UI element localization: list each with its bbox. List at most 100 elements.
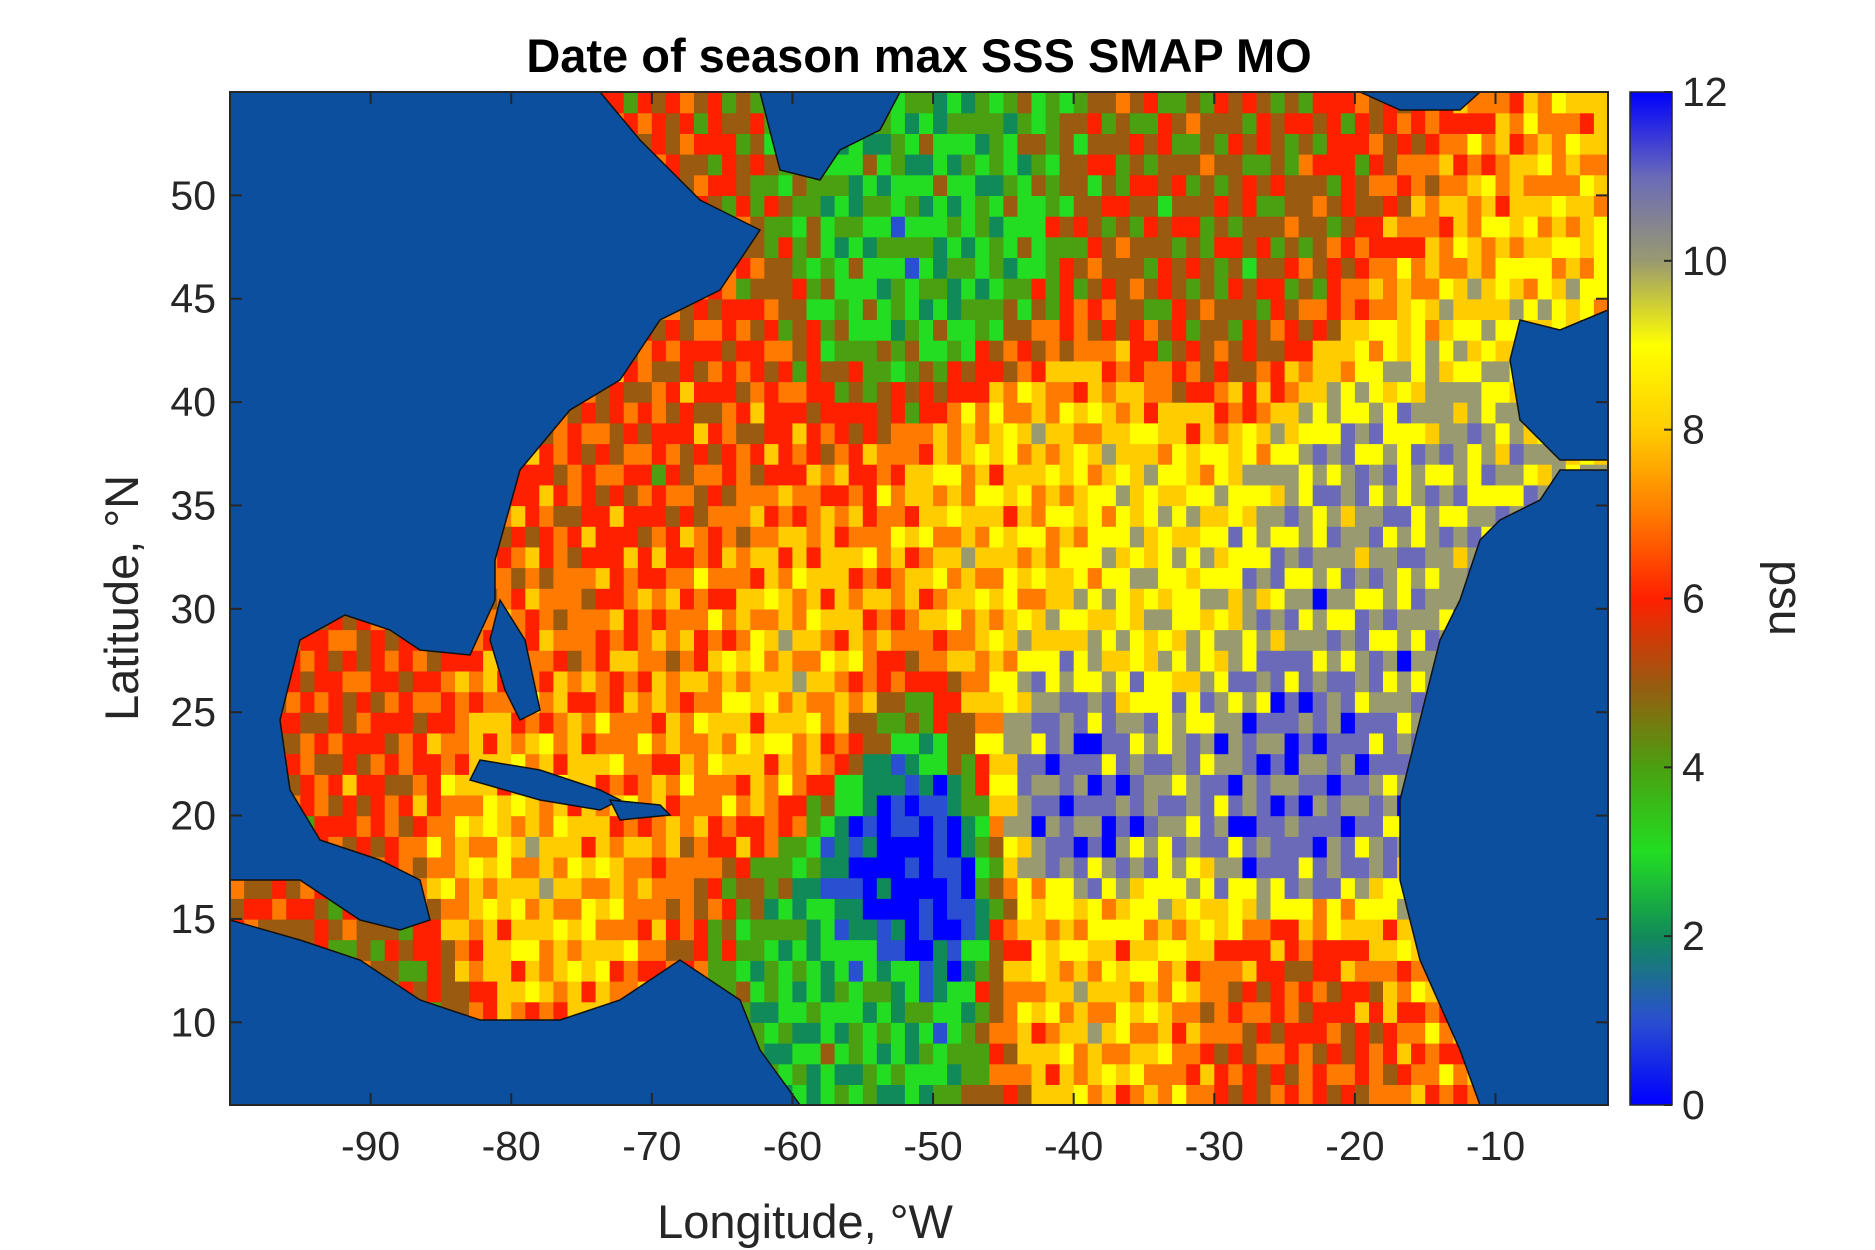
heatmap-cell xyxy=(1411,257,1426,279)
heatmap-cell xyxy=(1453,1084,1468,1105)
heatmap-cell xyxy=(1073,712,1089,734)
heatmap-cell xyxy=(1354,588,1370,610)
heatmap-cell xyxy=(1523,216,1539,238)
heatmap-cell xyxy=(1129,856,1145,879)
heatmap-cell xyxy=(1158,236,1173,258)
heatmap-cell xyxy=(1031,174,1047,196)
heatmap-cell xyxy=(764,774,779,796)
heatmap-cell xyxy=(961,1043,976,1065)
heatmap-cell xyxy=(511,877,526,899)
heatmap-cell xyxy=(1312,257,1328,279)
heatmap-cell xyxy=(708,422,723,445)
heatmap-cell xyxy=(1031,216,1047,238)
heatmap-cell xyxy=(1101,856,1117,879)
heatmap-cell xyxy=(806,298,822,320)
heatmap-cell xyxy=(694,836,709,858)
heatmap-cell xyxy=(328,815,344,837)
heatmap-cell xyxy=(1228,774,1243,796)
heatmap-cell xyxy=(1115,216,1131,238)
heatmap-cell xyxy=(1059,794,1075,817)
heatmap-cell xyxy=(876,939,892,961)
heatmap-cell xyxy=(1186,381,1201,403)
heatmap-cell xyxy=(1326,340,1342,362)
heatmap-cell xyxy=(862,650,878,672)
heatmap-cell xyxy=(1467,195,1483,217)
heatmap-cell xyxy=(722,918,737,941)
heatmap-cell xyxy=(1045,567,1061,589)
heatmap-cell xyxy=(1481,443,1497,465)
heatmap-cell xyxy=(455,691,470,713)
heatmap-cell xyxy=(947,650,962,672)
heatmap-cell xyxy=(1453,340,1468,362)
heatmap-cell xyxy=(1003,360,1019,383)
heatmap-cell xyxy=(764,257,779,279)
heatmap-cell xyxy=(1453,1063,1468,1085)
heatmap-cell xyxy=(708,650,723,672)
heatmap-cell xyxy=(778,898,794,920)
heatmap-cell xyxy=(1144,898,1159,920)
heatmap-cell xyxy=(665,112,681,134)
heatmap-cell xyxy=(834,939,850,961)
heatmap-cell xyxy=(722,402,737,424)
heatmap-cell xyxy=(736,960,751,982)
heatmap-cell xyxy=(1073,774,1089,796)
heatmap-cell xyxy=(1172,402,1187,424)
heatmap-cell xyxy=(947,1063,962,1085)
heatmap-cell xyxy=(820,774,836,796)
heatmap-cell xyxy=(947,422,962,445)
heatmap-cell xyxy=(1340,381,1356,403)
heatmap-cell xyxy=(595,877,611,899)
heatmap-cell xyxy=(609,939,625,961)
heatmap-cell xyxy=(1579,236,1595,258)
heatmap-cell xyxy=(1158,1084,1173,1105)
heatmap-cell xyxy=(1101,526,1117,548)
heatmap-cell xyxy=(1270,92,1286,114)
heatmap-cell xyxy=(1045,629,1061,651)
heatmap-cell xyxy=(848,546,864,569)
heatmap-cell xyxy=(1144,712,1159,734)
heatmap-cell xyxy=(848,712,864,734)
heatmap-cell xyxy=(933,464,948,486)
heatmap-cell xyxy=(1411,981,1426,1003)
heatmap-cell xyxy=(1017,691,1033,713)
heatmap-cell xyxy=(708,960,723,982)
heatmap-cell xyxy=(567,464,583,486)
heatmap-cell xyxy=(1158,608,1173,631)
heatmap-cell xyxy=(1073,981,1089,1003)
heatmap-cell xyxy=(876,629,892,651)
heatmap-cell xyxy=(694,856,709,879)
heatmap-cell xyxy=(975,898,990,920)
heatmap-cell xyxy=(1354,546,1370,569)
heatmap-cell xyxy=(722,836,737,858)
heatmap-cell xyxy=(539,691,554,713)
heatmap-cell xyxy=(1551,133,1567,155)
heatmap-cell xyxy=(1298,92,1314,114)
heatmap-cell xyxy=(384,836,400,858)
heatmap-cell xyxy=(328,774,344,796)
heatmap-cell xyxy=(1270,960,1286,982)
heatmap-cell xyxy=(1045,257,1061,279)
heatmap-cell xyxy=(792,918,808,941)
heatmap-cell xyxy=(1369,112,1384,134)
heatmap-cell xyxy=(398,836,414,858)
heatmap-cell xyxy=(1073,1022,1089,1044)
heatmap-cell xyxy=(694,319,709,341)
heatmap-cell xyxy=(1228,422,1243,445)
heatmap-cell xyxy=(609,856,625,879)
heatmap-cell xyxy=(806,319,822,341)
x-axis-ticks: -90 -80 -70 -60 -50 -40 -30 -20 -10 xyxy=(341,92,1525,1169)
heatmap-cell xyxy=(975,608,990,631)
heatmap-cell xyxy=(1439,1063,1454,1085)
heatmap-cell xyxy=(1242,1043,1258,1065)
heatmap-cell xyxy=(1045,898,1061,920)
heatmap-cell xyxy=(1228,236,1243,258)
heatmap-cell xyxy=(1270,278,1286,300)
heatmap-cell xyxy=(1495,133,1511,155)
heatmap-cell xyxy=(1242,732,1258,755)
heatmap-cell xyxy=(370,836,386,858)
heatmap-cell xyxy=(694,174,709,196)
heatmap-cell xyxy=(750,629,765,651)
heatmap-cell xyxy=(1340,1063,1356,1085)
heatmap-cell xyxy=(1031,1001,1047,1023)
heatmap-cell xyxy=(1495,340,1511,362)
